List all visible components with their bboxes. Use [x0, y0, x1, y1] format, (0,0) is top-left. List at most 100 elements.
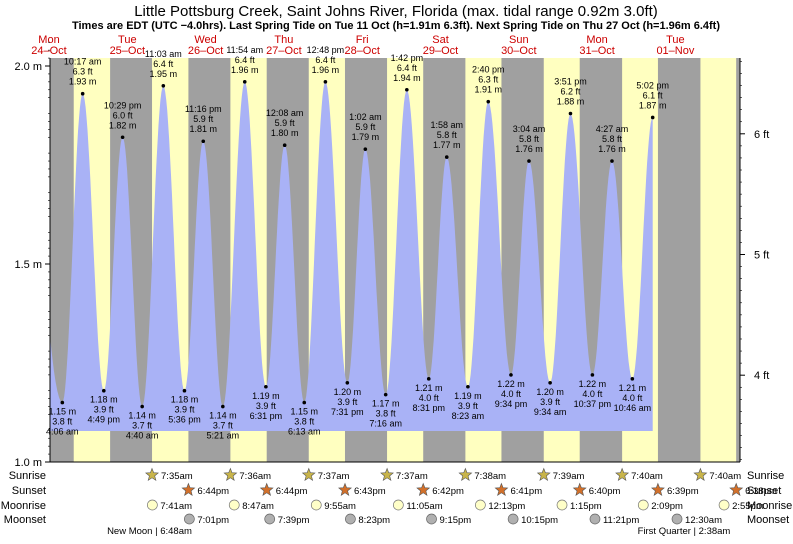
sunrise-icon — [458, 467, 473, 481]
tide-curve-area — [50, 81, 653, 431]
sunset-icon — [729, 482, 744, 496]
moonrise-icon — [147, 499, 158, 511]
date-label: 31–Oct — [579, 45, 614, 57]
tide-time-label: 9:34 pm — [495, 399, 528, 409]
sunset-time: 6:42pm — [432, 486, 464, 497]
tide-feet-label: 4.0 ft — [582, 389, 603, 399]
tide-time-label: 1:42 pm — [391, 53, 424, 63]
tide-feet-label: 3.7 ft — [213, 421, 234, 431]
tide-feet-label: 6.1 ft — [643, 90, 664, 100]
tide-time-label: 9:34 am — [534, 407, 567, 417]
tide-feet-label: 5.8 ft — [437, 130, 458, 140]
moonset-time: 11:21pm — [603, 515, 639, 526]
sunrise-icon — [145, 467, 159, 481]
tide-time-label: 4:49 pm — [88, 415, 121, 425]
day-of-week-label: Tue — [666, 34, 685, 46]
moonrise-time: 9:55am — [324, 501, 356, 512]
row-label-right-moonset: Moonset — [747, 514, 789, 526]
sunset-time: 6:40pm — [589, 486, 621, 497]
moonrise-time: 11:05am — [406, 501, 442, 512]
tide-height-label: 1.18 m — [171, 395, 199, 405]
tide-point — [120, 135, 125, 140]
tide-height-label: 1.22 m — [579, 379, 607, 389]
sunset-icon — [651, 482, 665, 496]
sunset-time: 6:38pm — [745, 486, 777, 497]
tide-time-label: 11:03 am — [145, 49, 182, 59]
tide-height-label: 1.88 m — [557, 97, 585, 107]
y-tick-label-ft: 5 ft — [754, 249, 769, 261]
moonrise-icon — [228, 499, 240, 511]
sunrise-icon — [380, 467, 394, 481]
tide-height-label: 1.14 m — [209, 411, 237, 421]
tide-feet-label: 6.4 ft — [397, 63, 418, 73]
tide-height-label: 1.96 m — [231, 65, 259, 75]
sunset-time: 6:41pm — [510, 486, 542, 497]
tide-point — [345, 381, 350, 385]
moonset-time: 8:23pm — [358, 515, 390, 526]
tide-height-label: 1.20 m — [334, 387, 362, 397]
sunrise-time: 7:37am — [396, 471, 428, 482]
sunrise-icon — [301, 467, 316, 481]
tide-height-label: 1.21 m — [415, 383, 443, 393]
tide-feet-label: 3.9 ft — [540, 397, 561, 407]
tide-point — [610, 159, 614, 163]
day-of-week-label: Tue — [118, 34, 137, 46]
moonset-icon — [184, 513, 195, 525]
moonrise-icon — [637, 499, 649, 511]
sunrise-icon — [223, 467, 238, 481]
tide-time-label: 11:54 am — [226, 45, 263, 55]
tide-feet-label: 3.7 ft — [132, 421, 153, 431]
day-of-week-label: Sat — [432, 34, 449, 46]
tide-feet-label: 3.8 ft — [376, 409, 397, 419]
tide-time-label: 8:31 pm — [412, 403, 445, 413]
moonrise-time: 7:41am — [160, 501, 192, 512]
row-label-right-sunset: Sunset — [747, 485, 781, 497]
tide-height-label: 1.87 m — [639, 100, 667, 110]
moonrise-time: 2:55pm — [732, 501, 764, 512]
plot-area — [50, 58, 740, 462]
tide-time-label: 12:08 am — [266, 108, 304, 118]
tide-point — [383, 392, 388, 397]
tide-feet-label: 5.9 ft — [193, 114, 214, 124]
moonset-time: 10:15pm — [521, 515, 558, 526]
day-of-week-label: Fri — [356, 34, 369, 46]
tide-time-label: 5:36 pm — [168, 415, 201, 425]
date-label: 28–Oct — [344, 45, 379, 57]
moonrise-time: 12:13pm — [488, 501, 525, 512]
tide-point — [264, 384, 268, 389]
y-tick-label-m: 1.0 m — [14, 457, 42, 469]
tide-point — [102, 388, 106, 393]
tide-time-label: 8:23 am — [452, 411, 485, 421]
tide-point — [323, 80, 328, 84]
tide-feet-label: 5.8 ft — [519, 134, 540, 144]
tide-height-label: 1.91 m — [475, 85, 503, 95]
moonrise-time: 8:47am — [242, 501, 274, 512]
tide-height-label: 1.80 m — [271, 128, 299, 138]
tide-feet-label: 4.0 ft — [419, 393, 440, 403]
tide-point — [509, 373, 513, 377]
tide-feet-label: 6.4 ft — [153, 59, 174, 69]
tide-feet-label: 4.0 ft — [501, 389, 522, 399]
tide-feet-label: 3.9 ft — [174, 405, 195, 415]
tide-time-label: 4:06 am — [46, 427, 79, 437]
moonset-icon — [264, 513, 276, 525]
tide-time-label: 3:51 pm — [554, 77, 587, 87]
tide-time-label: 4:27 am — [596, 124, 629, 134]
sunrise-time: 7:40am — [631, 471, 663, 482]
tide-time-label: 12:48 pm — [307, 45, 345, 55]
tide-time-label: 10:17 am — [64, 57, 102, 67]
sunrise-time: 7:38am — [474, 471, 506, 482]
tide-height-label: 1.22 m — [497, 379, 525, 389]
tide-time-label: 10:46 am — [614, 403, 652, 413]
tide-time-label: 6:31 pm — [250, 411, 283, 421]
tide-time-label: 5:02 pm — [636, 80, 669, 90]
moonrise-icon — [310, 499, 322, 511]
tide-height-label: 1.76 m — [598, 144, 626, 154]
tide-feet-label: 5.9 ft — [275, 118, 296, 128]
date-label: 24–Oct — [31, 45, 66, 57]
tide-point — [426, 377, 431, 381]
tide-time-label: 6:13 am — [288, 427, 321, 437]
tide-feet-label: 6.4 ft — [235, 55, 256, 65]
